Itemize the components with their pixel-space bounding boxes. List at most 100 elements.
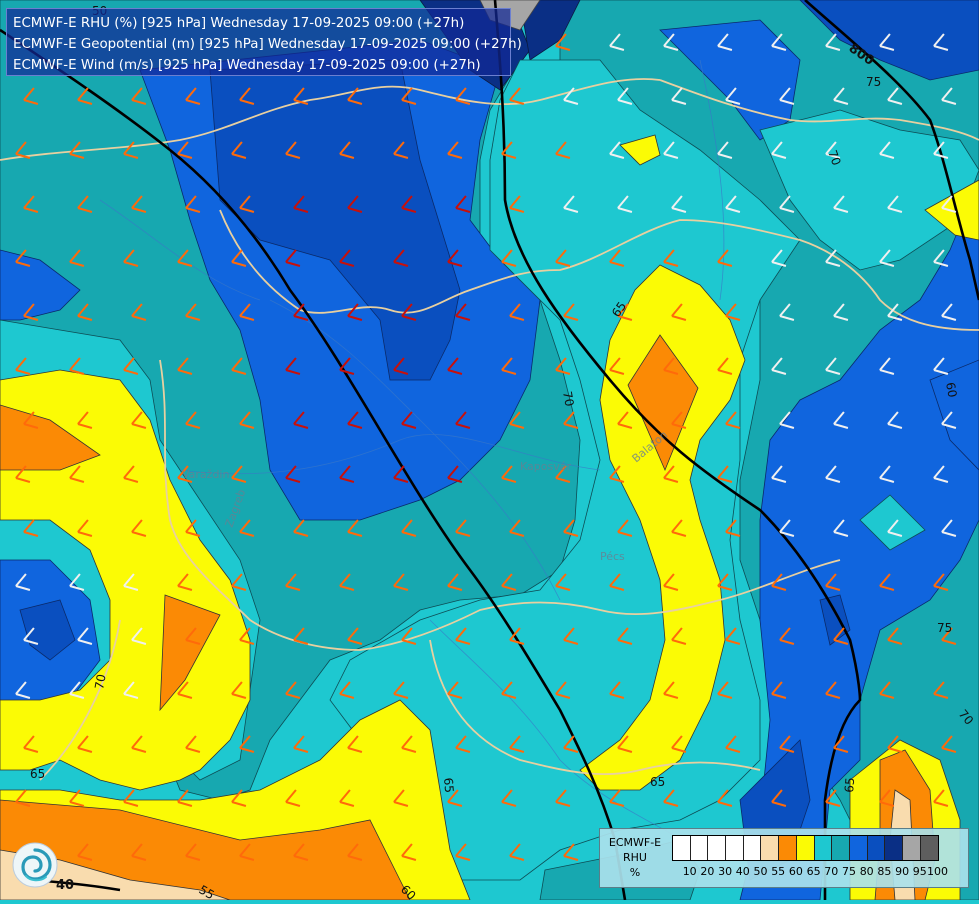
wind-barb (185, 195, 201, 213)
wind-barb (69, 357, 85, 375)
wind-barb (555, 465, 571, 483)
wind-barb (933, 681, 949, 699)
wind-barb (347, 519, 363, 537)
wind-barb (555, 573, 571, 591)
wind-barb (717, 249, 733, 267)
wind-barb (455, 843, 471, 861)
wind-barb (177, 465, 193, 483)
rh-85-area-north (209, 59, 461, 381)
wind-barb (617, 195, 633, 213)
legend-tick-label: 75 (842, 865, 856, 878)
wind-barb (879, 573, 895, 591)
wind-barb (231, 789, 247, 807)
wind-barb (509, 303, 525, 321)
rhu-legend: ECMWF-E RHU % 10 20 30 40 50 55 60 65 70 75 80 85 90… (599, 828, 969, 888)
wind-barb (455, 87, 471, 105)
wind-barb (501, 249, 517, 267)
wind-barb (717, 573, 733, 591)
wind-barb (609, 681, 625, 699)
wind-barb (555, 33, 571, 51)
contour-label: 60 (943, 381, 959, 398)
wind-barb (347, 87, 363, 105)
wind-barb (825, 141, 841, 159)
wind-barb (455, 735, 471, 753)
legend-swatch (832, 836, 850, 860)
rh-55-area-south (0, 849, 231, 901)
legend-color-scale (672, 835, 940, 861)
legend-tick-label: 80 (859, 865, 874, 878)
forecast-title-box: ECMWF-E RHU (%) [925 hPa] Wednesday 17-0… (6, 8, 522, 76)
wind-barb (393, 465, 409, 483)
provider-logo-icon (12, 842, 58, 888)
wind-barb (833, 519, 849, 537)
wind-barb (825, 465, 841, 483)
wind-barb (563, 519, 579, 537)
wind-barb (339, 681, 355, 699)
wind-barb (15, 465, 31, 483)
wind-barb (501, 357, 517, 375)
wind-barb (77, 411, 93, 429)
legend-swatch (779, 836, 797, 860)
wind-barb (779, 87, 795, 105)
wind-barb (887, 87, 903, 105)
wind-barb (941, 519, 957, 537)
wind-barb (239, 735, 255, 753)
wind-barb (771, 465, 787, 483)
wind-barb (833, 195, 849, 213)
wind-barb (609, 573, 625, 591)
wind-barb (617, 303, 633, 321)
wind-barb (177, 249, 193, 267)
wind-barb (671, 303, 687, 321)
wind-barb (933, 465, 949, 483)
place-label-varazdin: Varaždin (182, 468, 229, 481)
legend-tick-label: 55 (771, 865, 786, 878)
contour-label: 75 (866, 75, 881, 89)
wind-barb (339, 465, 355, 483)
rh-65-area-northeast (619, 134, 661, 166)
wind-barb (239, 195, 255, 213)
wind-barb (393, 573, 409, 591)
wind-barb (725, 411, 741, 429)
legend-tick-label: 40 (735, 865, 750, 878)
wind-barb (455, 519, 471, 537)
wind-barb (555, 141, 571, 159)
wind-barb (825, 789, 841, 807)
rh-80-area-far-east (929, 359, 979, 471)
wind-barb (177, 573, 193, 591)
title-line-geopotential: ECMWF-E Geopotential (m) [925 hPa] Wedne… (13, 37, 522, 52)
wind-barb (609, 33, 625, 51)
wind-barb (131, 843, 147, 861)
legend-tick-label: 95 (912, 865, 927, 878)
wind-barb (293, 519, 309, 537)
wind-barb (717, 465, 733, 483)
wind-barb (825, 249, 841, 267)
wind-barb (563, 303, 579, 321)
wind-barb (825, 33, 841, 51)
wind-barb (779, 627, 795, 645)
wind-barb (717, 789, 733, 807)
wind-barb (339, 357, 355, 375)
wind-barb (69, 789, 85, 807)
wind-barb (23, 87, 39, 105)
wind-barb (293, 195, 309, 213)
wind-barb (185, 843, 201, 861)
legend-swatch (885, 836, 903, 860)
wind-barb (663, 465, 679, 483)
wind-barb (663, 789, 679, 807)
wind-barb (779, 735, 795, 753)
wind-barb (771, 681, 787, 699)
wind-barb (771, 33, 787, 51)
contour-label: 70 (560, 390, 576, 407)
contour-label: 65 (441, 777, 456, 793)
rh-80-area-west (0, 249, 81, 321)
wind-barb (347, 627, 363, 645)
wind-barb (401, 627, 417, 645)
wind-barb (77, 303, 93, 321)
contour-label: 65 (842, 777, 857, 793)
wind-barb (69, 681, 85, 699)
wind-barb (23, 627, 39, 645)
wind-barb (663, 357, 679, 375)
wind-barb (69, 249, 85, 267)
wind-barb (339, 573, 355, 591)
legend-tick-label: 85 (877, 865, 892, 878)
